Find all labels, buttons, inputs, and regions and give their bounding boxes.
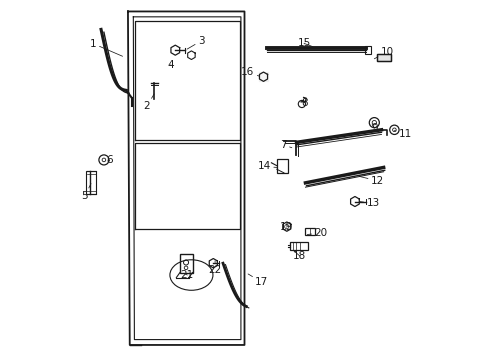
Bar xyxy=(180,254,192,273)
Text: 17: 17 xyxy=(247,274,268,287)
Text: 3: 3 xyxy=(187,36,204,49)
Bar xyxy=(289,242,308,250)
Text: 4: 4 xyxy=(167,60,174,70)
Text: 5: 5 xyxy=(81,184,91,201)
Text: 22: 22 xyxy=(208,261,221,275)
Text: 9: 9 xyxy=(370,123,377,133)
Text: 6: 6 xyxy=(106,155,113,165)
Text: 18: 18 xyxy=(293,251,306,261)
Text: 21: 21 xyxy=(180,270,194,280)
Text: 10: 10 xyxy=(373,46,393,59)
Text: 2: 2 xyxy=(143,94,154,111)
Bar xyxy=(276,159,287,173)
Bar xyxy=(376,54,390,61)
Bar xyxy=(86,171,96,194)
Text: 16: 16 xyxy=(241,67,258,77)
Text: 7: 7 xyxy=(280,140,291,150)
Bar xyxy=(304,228,314,234)
Text: 13: 13 xyxy=(359,198,379,208)
Text: 15: 15 xyxy=(297,39,312,48)
Text: 12: 12 xyxy=(359,176,383,186)
Text: 19: 19 xyxy=(280,222,293,232)
Bar xyxy=(376,54,390,61)
Bar xyxy=(364,46,371,54)
Text: 14: 14 xyxy=(257,161,276,171)
Text: 20: 20 xyxy=(306,228,327,238)
Text: 1: 1 xyxy=(90,39,122,56)
Text: 8: 8 xyxy=(301,98,307,108)
Text: 11: 11 xyxy=(394,129,411,139)
